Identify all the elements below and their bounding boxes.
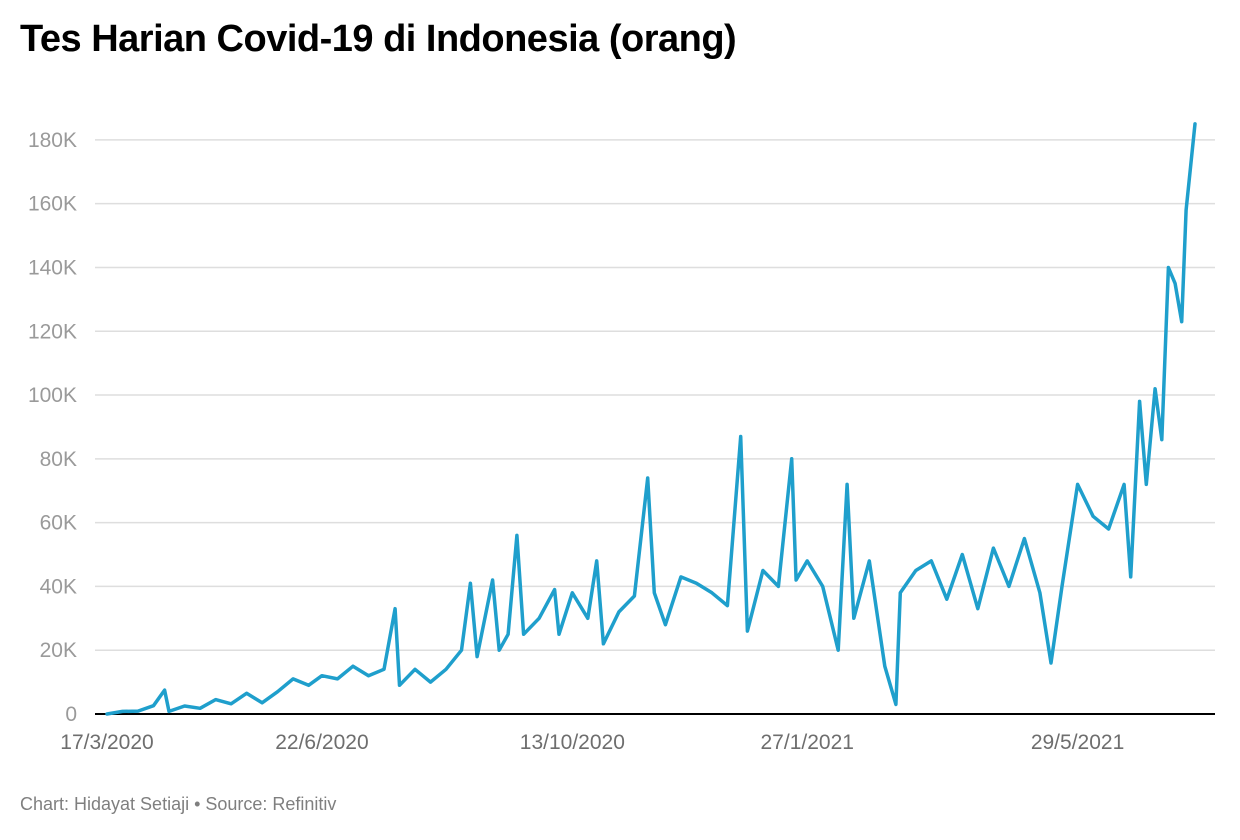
y-tick-label: 160K (28, 193, 77, 216)
gridlines (95, 139, 1215, 651)
y-tick-label: 0 (65, 703, 77, 726)
x-tick-label: 27/1/2021 (761, 731, 854, 754)
chart-title: Tes Harian Covid-19 di Indonesia (orang) (20, 18, 737, 60)
y-tick-label: 180K (28, 129, 77, 152)
y-tick-label: 120K (28, 320, 77, 343)
y-tick-label: 20K (40, 639, 77, 662)
chart-footer: Chart: Hidayat Setiaji • Source: Refinit… (20, 794, 337, 814)
x-tick-label: 13/10/2020 (520, 731, 625, 754)
y-tick-label: 40K (40, 575, 77, 598)
x-tick-label: 22/6/2020 (275, 731, 368, 754)
y-tick-label: 60K (40, 512, 77, 535)
x-tick-label: 17/3/2020 (60, 731, 153, 754)
y-tick-label: 80K (40, 448, 77, 471)
x-tick-label: 29/5/2021 (1031, 731, 1124, 754)
series-line (105, 122, 1197, 716)
x-axis-ticks: 17/3/2020 22/6/2020 13/10/2020 27/1/2021 29/… (60, 731, 1124, 754)
y-tick-label: 100K (28, 384, 77, 407)
y-axis-ticks: 0 20K 40K 60K 80K 100K 120K 140K 160K 180K (28, 129, 77, 726)
y-tick-label: 140K (28, 256, 77, 279)
line-chart: 0 20K 40K 60K 80K 100K 120K 140K 160K 180K 17/3/2… (28, 122, 1215, 754)
